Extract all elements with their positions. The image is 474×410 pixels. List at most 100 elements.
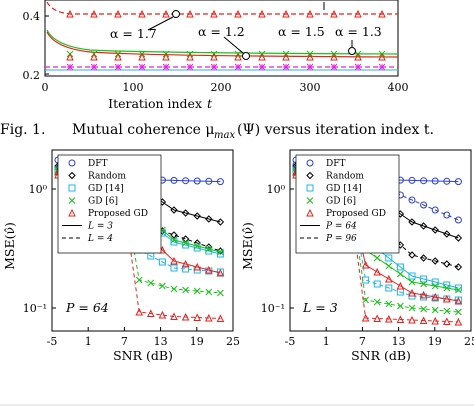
fig1-marker-red: [330, 52, 338, 61]
fig2-right-random-marker: [408, 218, 416, 226]
fig2-right-legend-item: Random: [306, 172, 364, 182]
fig2-right-legend-item: P = 96: [300, 234, 357, 244]
fig2-right-xlabel: SNR (dB): [351, 348, 411, 363]
fig2-left-legend-label: Random: [88, 172, 126, 182]
fig2-left-legend-label: GD [14]: [88, 184, 124, 194]
fig2-right-gd6-marker: [431, 282, 439, 290]
fig2-right-random-marker: [443, 230, 451, 238]
fig2-right-legend-marker: [306, 159, 314, 167]
fig2-left-proposed-dashed-marker: [146, 309, 155, 317]
fig2-right-random-dashed-marker: [443, 260, 451, 268]
fig2-left-gd14-dashed-marker: [158, 258, 166, 266]
fig2-right-legend-item: P = 64: [300, 222, 357, 232]
fig2-left-gd14-dashed-marker: [182, 265, 190, 273]
fig1-curve-alpha17: [46, 1, 398, 15]
fig2-right-random-marker: [419, 222, 428, 230]
fig1-xtick-0: 0: [42, 81, 49, 94]
fig1-highlight-1: [172, 10, 180, 18]
fig2-right-gd14-dashed-marker: [362, 276, 370, 284]
fig2-right-dft-dashed-marker: [454, 216, 462, 224]
fig2-left-random-dashed-marker: [205, 243, 213, 251]
fig2-left-gd14-marker: [170, 238, 178, 246]
fig2-right-legend-label: GD [14]: [326, 184, 362, 194]
fig2-right-dft-marker: [454, 178, 462, 186]
fig2-right-legend-marker: [306, 184, 314, 192]
fig1-marker-magenta: [306, 63, 314, 71]
fig2-left-gd6-dashed-marker: [193, 287, 201, 295]
fig1-marker-red-top: [378, 9, 386, 18]
fig2-left-axes-box: [51, 149, 234, 332]
fig2-right-ylabel: MSE(ν̂): [240, 222, 255, 270]
fig2-right-legend-label: DFT: [326, 159, 345, 169]
fig2-left-gd6-dashed-marker: [205, 288, 213, 296]
fig2-right-proposed-dashed-marker: [373, 314, 382, 322]
fig2-left-xtick: 13: [154, 335, 168, 348]
fig2-left-gd6-dashed-marker: [135, 276, 143, 284]
fig2-right-xtick: 1: [323, 335, 330, 348]
fig2-right-gd6-marker: [408, 278, 416, 286]
fig2-left-dft-marker: [205, 177, 213, 185]
fig2-left-legend-label: L = 4: [87, 234, 113, 244]
fig2-left-gd14-marker: [216, 250, 224, 258]
fig2-left-legend-marker: [68, 159, 76, 167]
fig1-marker-magenta: [186, 63, 194, 71]
fig1-marker-red: [378, 52, 386, 61]
fig2-left-xtick: 1: [85, 335, 92, 348]
fig1-marker-red-top: [114, 9, 122, 18]
fig2-left-dft-marker: [170, 176, 178, 184]
fig2-left-legend-label: Proposed GD: [88, 209, 148, 219]
fig2-left-legend-item: GD [6]: [68, 197, 118, 207]
fig2-left-proposed-marker: [216, 268, 225, 277]
fig2-right-gd14-marker: [431, 278, 439, 286]
fig1-marker-red-top: [66, 9, 74, 18]
fig2-left-gd6-dashed-marker: [147, 279, 155, 287]
fig1-marker-red-top: [162, 9, 170, 18]
fig2-right-gd14-marker: [396, 263, 404, 271]
fig2-right-proposed-marker: [384, 274, 393, 283]
fig1-marker-magenta: [282, 63, 290, 71]
fig2-right-random-dashed-marker: [408, 251, 416, 259]
fig2-left-proposed-dashed-marker: [193, 313, 202, 321]
fig2-right-gd14-dashed-marker: [385, 284, 393, 292]
fig1-marker-magenta: [234, 63, 242, 71]
fig2-right-dft-marker: [408, 176, 416, 184]
fig1-ytick-0.4: 0.4: [23, 10, 41, 23]
fig2-left-xtick: -5: [47, 335, 58, 348]
fig2-right-proposed-marker: [408, 288, 416, 297]
fig1-marker-red-top: [330, 9, 338, 18]
fig2-left-legend-label: DFT: [88, 159, 107, 169]
fig2-right-dft-dashed-marker: [420, 201, 428, 209]
fig1-marker-red: [186, 52, 194, 61]
fig2-left-proposed-marker: [170, 256, 178, 265]
fig1-marker-magenta: [66, 63, 74, 71]
fig2-right-random-dashed-marker: [454, 263, 463, 271]
fig1-marker-magenta: [138, 63, 146, 71]
fig2-right-proposed-dashed-marker: [431, 316, 440, 325]
fig1-marker-red: [138, 52, 146, 61]
fig2-left-gd14-marker: [205, 247, 213, 255]
fig2-left-xtick: 19: [190, 335, 204, 348]
fig2-left-ytick-2: 10⁻¹: [23, 302, 47, 315]
fig2-left-random-dashed-marker: [170, 231, 178, 239]
fig2-right-proposed-dashed-marker: [408, 315, 416, 324]
fig2-right-gd6-dashed-marker: [455, 308, 462, 316]
fig2-left-proposed-marker: [193, 262, 202, 271]
fig2-right-legend-label: Proposed GD: [326, 209, 386, 219]
fig1-marker-red-top: [90, 9, 98, 18]
fig1-marker-red: [210, 52, 218, 61]
fig2-left-random-marker: [181, 209, 190, 217]
fig2-right-proposed-dashed-marker: [396, 315, 405, 323]
fig2-right-gd14-marker: [454, 284, 462, 292]
fig1-marker-red: [354, 52, 362, 61]
fig1-marker-magenta: [114, 63, 122, 71]
fig2-right-legend-item: GD [14]: [306, 184, 362, 194]
figure1-plot: 0.4 0.2 0 100 200 300 400 α = 1.7 α = 1.…: [0, 0, 434, 141]
fig2-left-legend-item: L = 4: [62, 234, 113, 244]
fig2-left-proposed-dashed-marker: [135, 307, 144, 316]
fig1-arrow-2: [223, 36, 244, 54]
fig2-right-proposed-marker: [431, 292, 440, 301]
fig2-right-gd6-marker: [420, 280, 427, 288]
fig2-left-random-marker: [170, 206, 178, 214]
fig2-left-legend-marker: [68, 208, 76, 217]
